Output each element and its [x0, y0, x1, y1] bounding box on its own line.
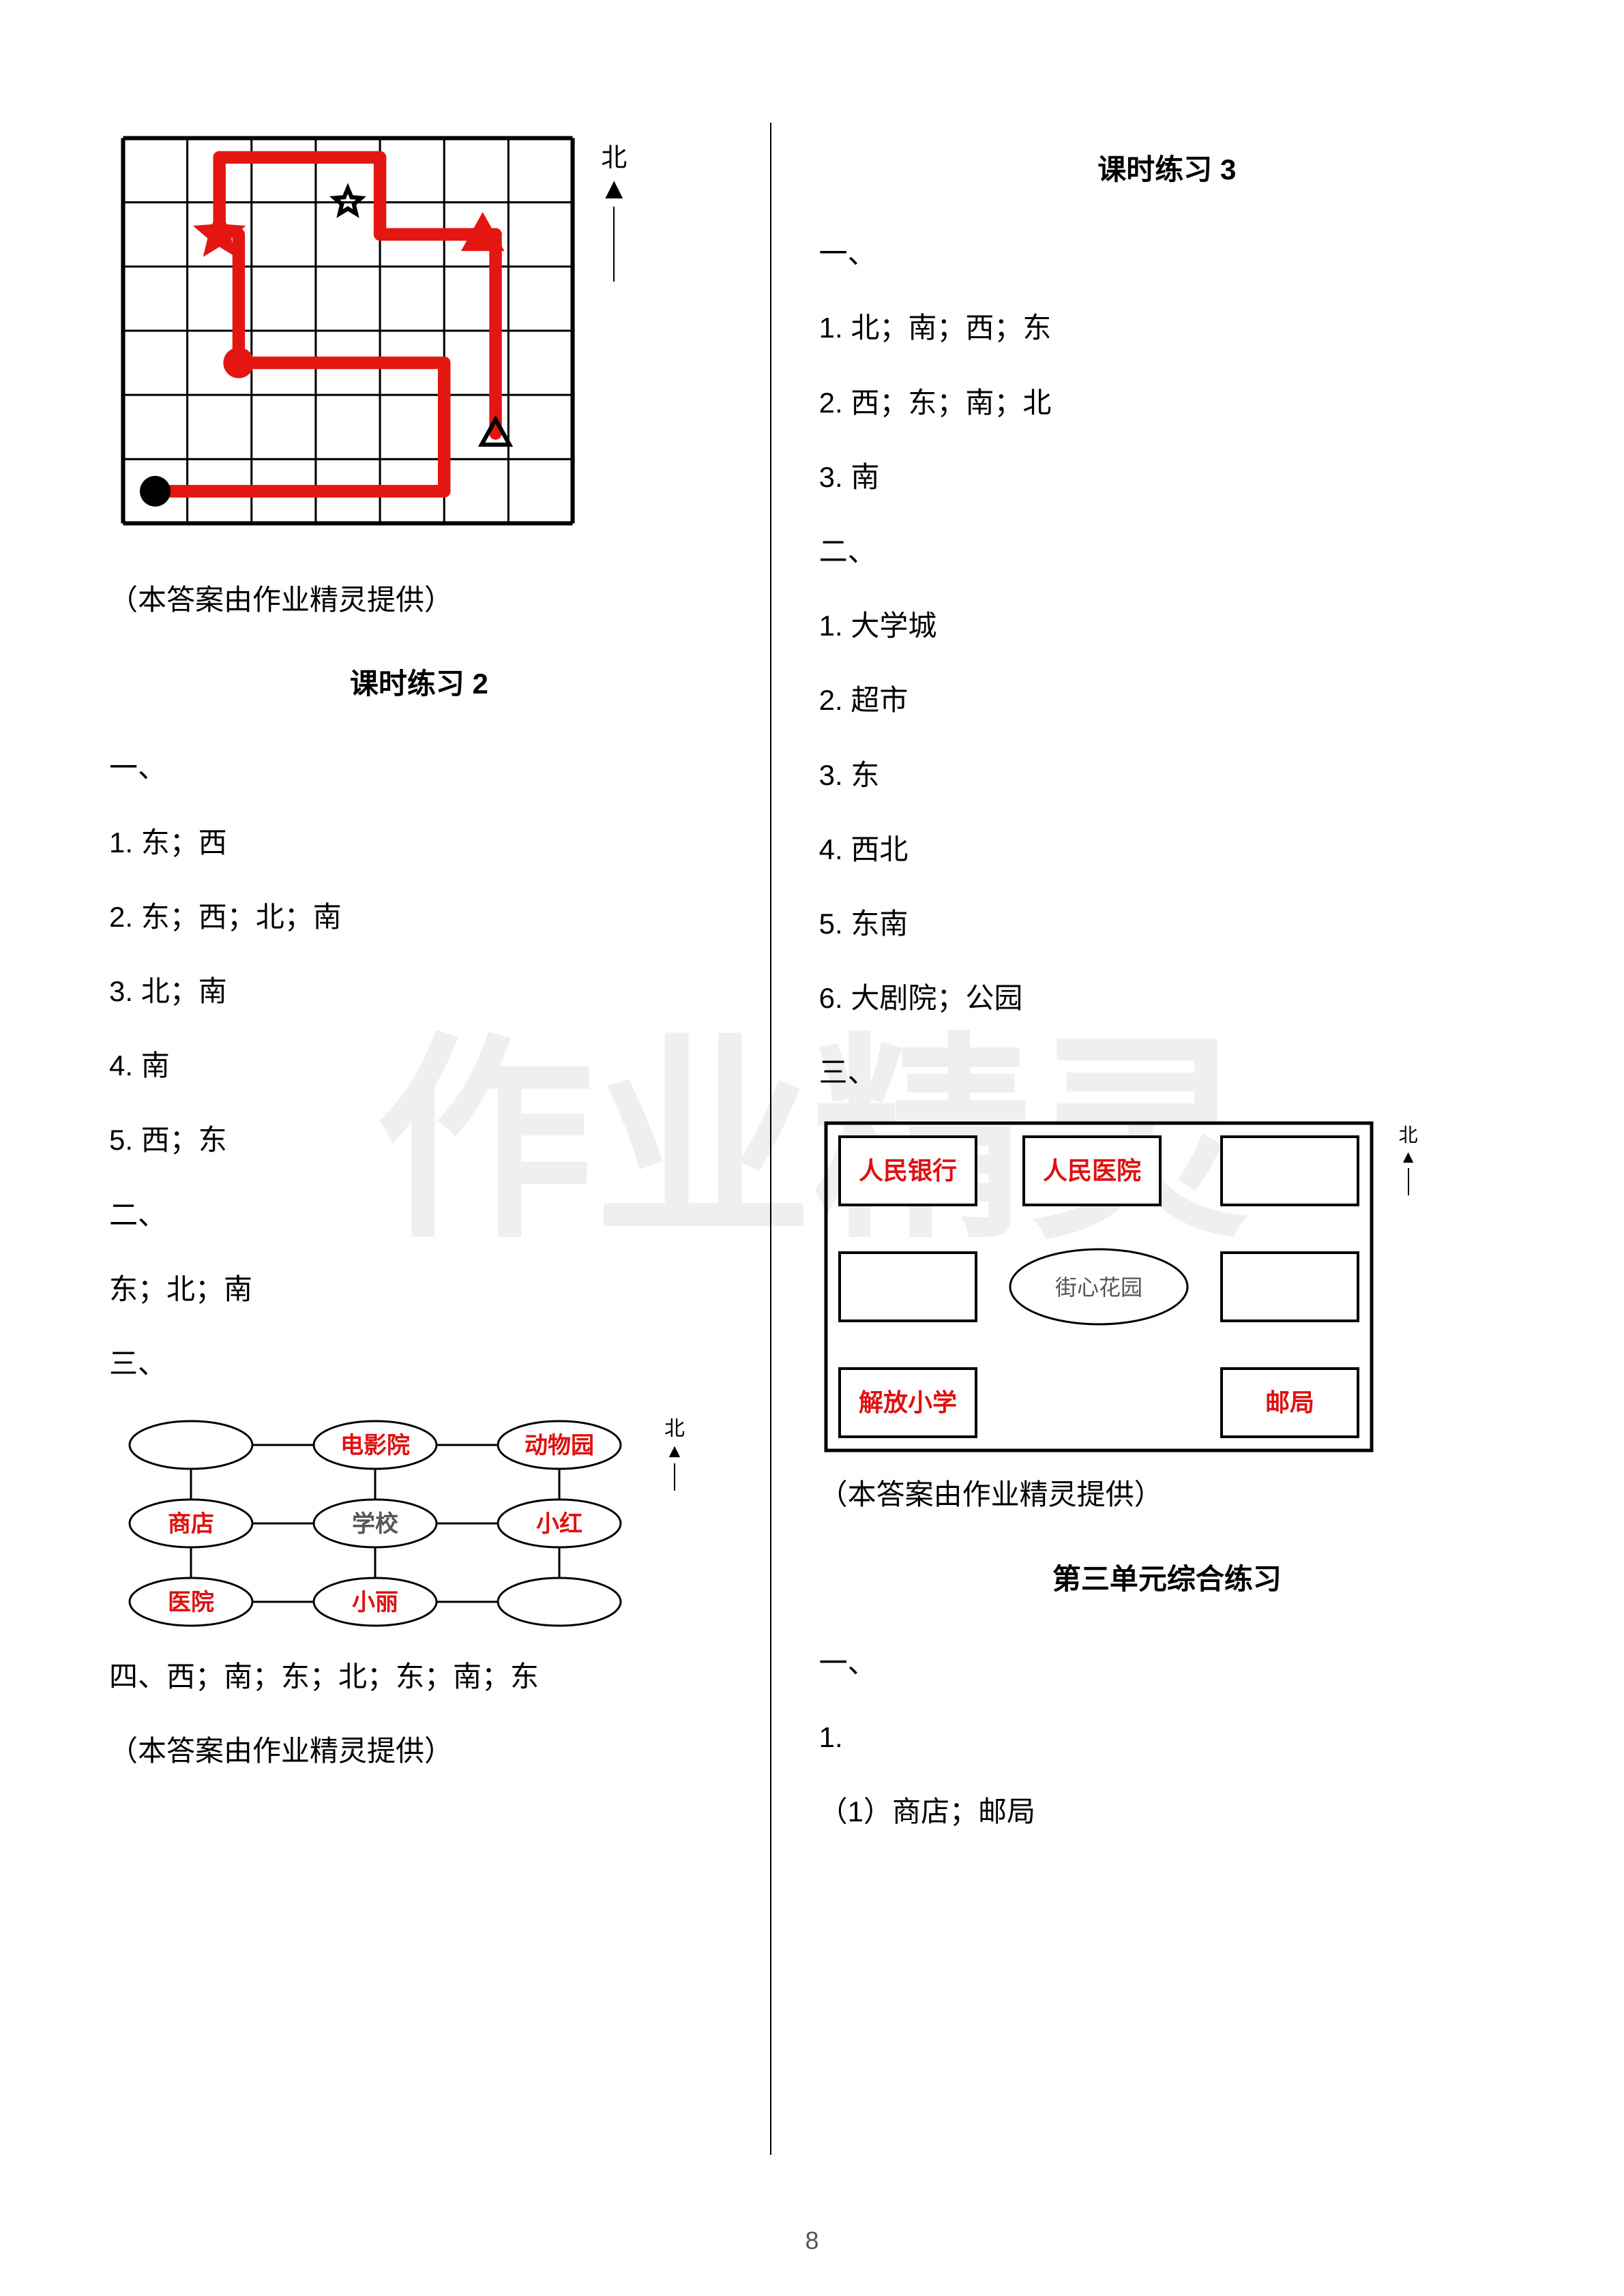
north-label: 北 [1399, 1120, 1418, 1148]
section-label: 一、 [819, 216, 1515, 290]
north-indicator: 北 ▲ [1399, 1120, 1418, 1195]
page-number: 8 [805, 2226, 818, 2255]
arrow-up-icon: ▲ [665, 1442, 684, 1461]
section-label: 三、 [819, 1035, 1515, 1109]
credit-text: （本答案由作业精灵提供） [109, 563, 729, 637]
svg-text:人民银行: 人民银行 [859, 1157, 957, 1184]
block-map-svg: 人民银行 人民医院解放小学 邮局 街心花园 [819, 1116, 1419, 1457]
north-label: 北 [601, 136, 627, 174]
svg-text:商店: 商店 [168, 1511, 214, 1537]
answer-line: 4. 西北 [819, 812, 1515, 886]
answer-line: 3. 南 [819, 440, 1515, 514]
north-arrow-line [613, 207, 615, 282]
answer-line: 2. 东；西；北；南 [109, 880, 729, 954]
credit-text: （本答案由作业精灵提供） [109, 1714, 729, 1788]
section-label: 三、 [109, 1326, 729, 1401]
arrow-up-icon: ▲ [599, 174, 629, 204]
svg-text:动物园: 动物园 [525, 1433, 594, 1459]
unit-heading: 第三单元综合练习 [819, 1542, 1515, 1616]
svg-text:人民医院: 人民医院 [1043, 1157, 1141, 1184]
svg-text:小丽: 小丽 [352, 1590, 398, 1615]
svg-text:邮局: 邮局 [1265, 1388, 1314, 1416]
svg-text:电影院: 电影院 [340, 1432, 410, 1459]
section-label: 一、 [109, 730, 729, 805]
lesson-heading-3: 课时练习 3 [819, 132, 1515, 207]
answer-line: 东；北；南 [109, 1252, 729, 1326]
grid-path-diagram: 北 ▲ [109, 123, 628, 542]
lesson-heading-2: 课时练习 2 [109, 646, 729, 721]
oval-map-diagram: 电影院 动物园商店 学校 小红医院 小丽 北 ▲ [109, 1407, 689, 1639]
answer-line: 5. 东南 [819, 886, 1515, 961]
north-indicator: 北 ▲ [664, 1412, 685, 1491]
answer-line: 1. [819, 1700, 1515, 1774]
two-column-layout: 北 ▲ （本答案由作业精灵提供） 课时练习 2 一、 1. 东；西 2. 东；西… [109, 123, 1515, 2155]
answer-line: 四、西；南；东；北；东；南；东 [109, 1639, 729, 1714]
answer-line: 6. 大剧院；公园 [819, 961, 1515, 1035]
left-column: 北 ▲ （本答案由作业精灵提供） 课时练习 2 一、 1. 东；西 2. 东；西… [109, 123, 770, 2155]
section-label: 二、 [109, 1178, 729, 1252]
answer-line: 2. 超市 [819, 663, 1515, 737]
answer-line: 4. 南 [109, 1028, 729, 1103]
answer-line: 1. 东；西 [109, 805, 729, 880]
answer-line: （1）商店；邮局 [819, 1774, 1515, 1849]
answer-line: 5. 西；东 [109, 1103, 729, 1177]
section-label: 一、 [819, 1626, 1515, 1700]
arrow-up-icon: ▲ [1400, 1148, 1417, 1165]
oval-map-svg: 电影院 动物园商店 学校 小红医院 小丽 [109, 1407, 689, 1639]
svg-text:小红: 小红 [536, 1511, 582, 1537]
block-map-diagram: 人民银行 人民医院解放小学 邮局 街心花园 北 ▲ [819, 1116, 1419, 1457]
grid-svg [109, 123, 587, 539]
right-column: 课时练习 3 一、 1. 北；南；西；东 2. 西；东；南；北 3. 南 二、 … [770, 123, 1515, 2155]
north-arrow-line [674, 1463, 675, 1491]
svg-text:学校: 学校 [352, 1510, 398, 1537]
credit-text: （本答案由作业精灵提供） [819, 1457, 1515, 1532]
answer-line: 2. 西；东；南；北 [819, 366, 1515, 440]
page: 作业精灵 北 ▲ （本答案由作业精灵提供） 课时练习 2 一、 1. 东；西 2… [0, 0, 1624, 2296]
answer-line: 3. 东 [819, 738, 1515, 812]
north-arrow-line [1408, 1168, 1409, 1195]
section-label: 二、 [819, 514, 1515, 588]
north-label: 北 [664, 1412, 685, 1442]
svg-text:解放小学: 解放小学 [859, 1388, 957, 1416]
north-indicator: 北 ▲ [599, 136, 629, 282]
answer-line: 1. 大学城 [819, 588, 1515, 663]
answer-line: 1. 北；南；西；东 [819, 290, 1515, 365]
svg-text:街心花园: 街心花园 [1055, 1275, 1142, 1300]
svg-text:医院: 医院 [168, 1589, 214, 1615]
answer-line: 3. 北；南 [109, 954, 729, 1028]
